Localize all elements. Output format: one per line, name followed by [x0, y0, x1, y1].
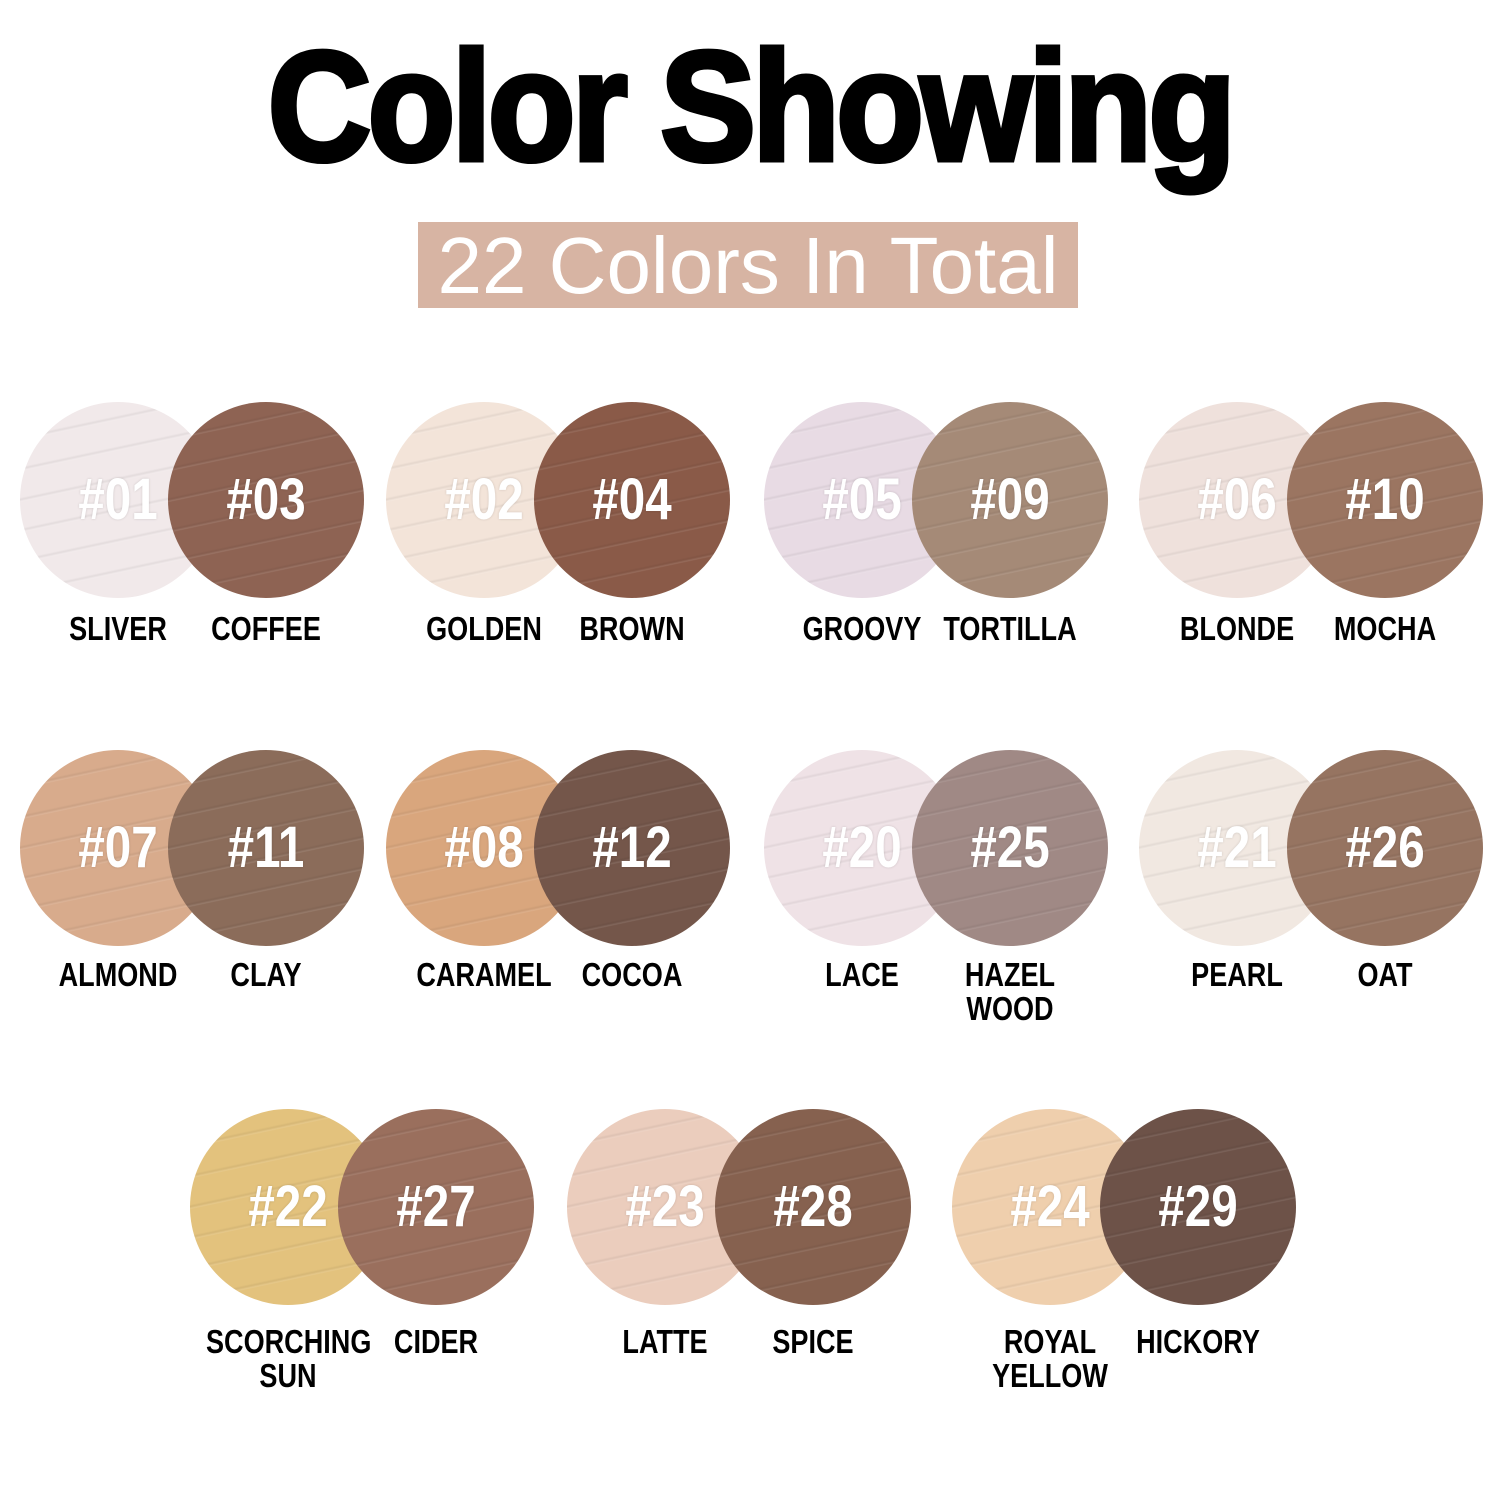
shade-number: #04 [592, 467, 672, 532]
shade-name: CARAMEL [416, 956, 552, 993]
swatch-texture [715, 1109, 911, 1305]
shade-name: SPICE [772, 1323, 854, 1360]
swatch-texture [338, 1109, 534, 1305]
subtitle-banner: 22 Colors In Total [418, 222, 1078, 310]
shade-name: GROOVY [802, 610, 922, 647]
swatch-texture [168, 402, 364, 598]
shade-number: #20 [822, 815, 902, 880]
shade-number: #29 [1158, 1174, 1238, 1239]
shade-number: #02 [444, 467, 524, 532]
shade-name: PEARL [1191, 956, 1283, 993]
shade-number: #09 [970, 467, 1050, 532]
swatch-texture [168, 750, 364, 946]
shade-name: CIDER [393, 1323, 479, 1360]
shade-number: #05 [822, 467, 902, 532]
shade-number: #25 [970, 815, 1050, 880]
shade-number: #10 [1345, 467, 1425, 532]
swatch-texture [912, 750, 1108, 946]
swatch-texture [1287, 750, 1483, 946]
shade-name: SCORCHING SUN [206, 1323, 372, 1394]
color-swatch: #09 [912, 402, 1108, 598]
shade-name: TORTILLA [943, 610, 1077, 647]
shade-number: #23 [625, 1174, 705, 1239]
shade-number: #28 [773, 1174, 853, 1239]
shade-number: #24 [1010, 1174, 1090, 1239]
shade-name: COFFEE [211, 610, 321, 647]
shade-number: #01 [78, 467, 158, 532]
shade-number: #08 [444, 815, 524, 880]
shade-number: #03 [226, 467, 306, 532]
shade-name: HAZEL WOOD [964, 956, 1056, 1027]
shade-number: #27 [396, 1174, 476, 1239]
shade-number: #11 [227, 815, 305, 880]
color-swatch: #10 [1287, 402, 1483, 598]
swatch-texture [1287, 402, 1483, 598]
color-swatch: #29 [1100, 1109, 1296, 1305]
shade-name: BROWN [579, 610, 685, 647]
shade-number: #22 [248, 1174, 328, 1239]
shade-name: OAT [1357, 956, 1413, 993]
shade-number: #06 [1197, 467, 1277, 532]
shade-number: #26 [1345, 815, 1425, 880]
color-swatch: #25 [912, 750, 1108, 946]
shade-number: #12 [592, 815, 672, 880]
color-swatch: #28 [715, 1109, 911, 1305]
shade-number: #07 [78, 815, 158, 880]
color-swatch: #27 [338, 1109, 534, 1305]
color-swatch: #11 [168, 750, 364, 946]
shade-name: MOCHA [1333, 610, 1437, 647]
shade-name: ALMOND [58, 956, 178, 993]
shade-name: BLONDE [1179, 610, 1295, 647]
swatch-texture [912, 402, 1108, 598]
page-title: Color Showing [265, 20, 1238, 195]
shade-name: SLIVER [69, 610, 167, 647]
shade-name: LACE [825, 956, 899, 993]
shade-name: GOLDEN [426, 610, 542, 647]
swatch-texture [1100, 1109, 1296, 1305]
swatch-texture [534, 750, 730, 946]
color-swatch: #26 [1287, 750, 1483, 946]
color-swatch: #12 [534, 750, 730, 946]
shade-number: #21 [1197, 815, 1277, 880]
shade-name: LATTE [622, 1323, 708, 1360]
shade-name: ROYAL YELLOW [992, 1323, 1108, 1394]
color-swatch: #24 [952, 1109, 1148, 1305]
color-swatch: #04 [534, 402, 730, 598]
color-swatch: #03 [168, 402, 364, 598]
shade-name: CLAY [230, 956, 302, 993]
shade-name: HICKORY [1136, 1323, 1260, 1360]
swatch-texture [534, 402, 730, 598]
shade-name: COCOA [581, 956, 683, 993]
